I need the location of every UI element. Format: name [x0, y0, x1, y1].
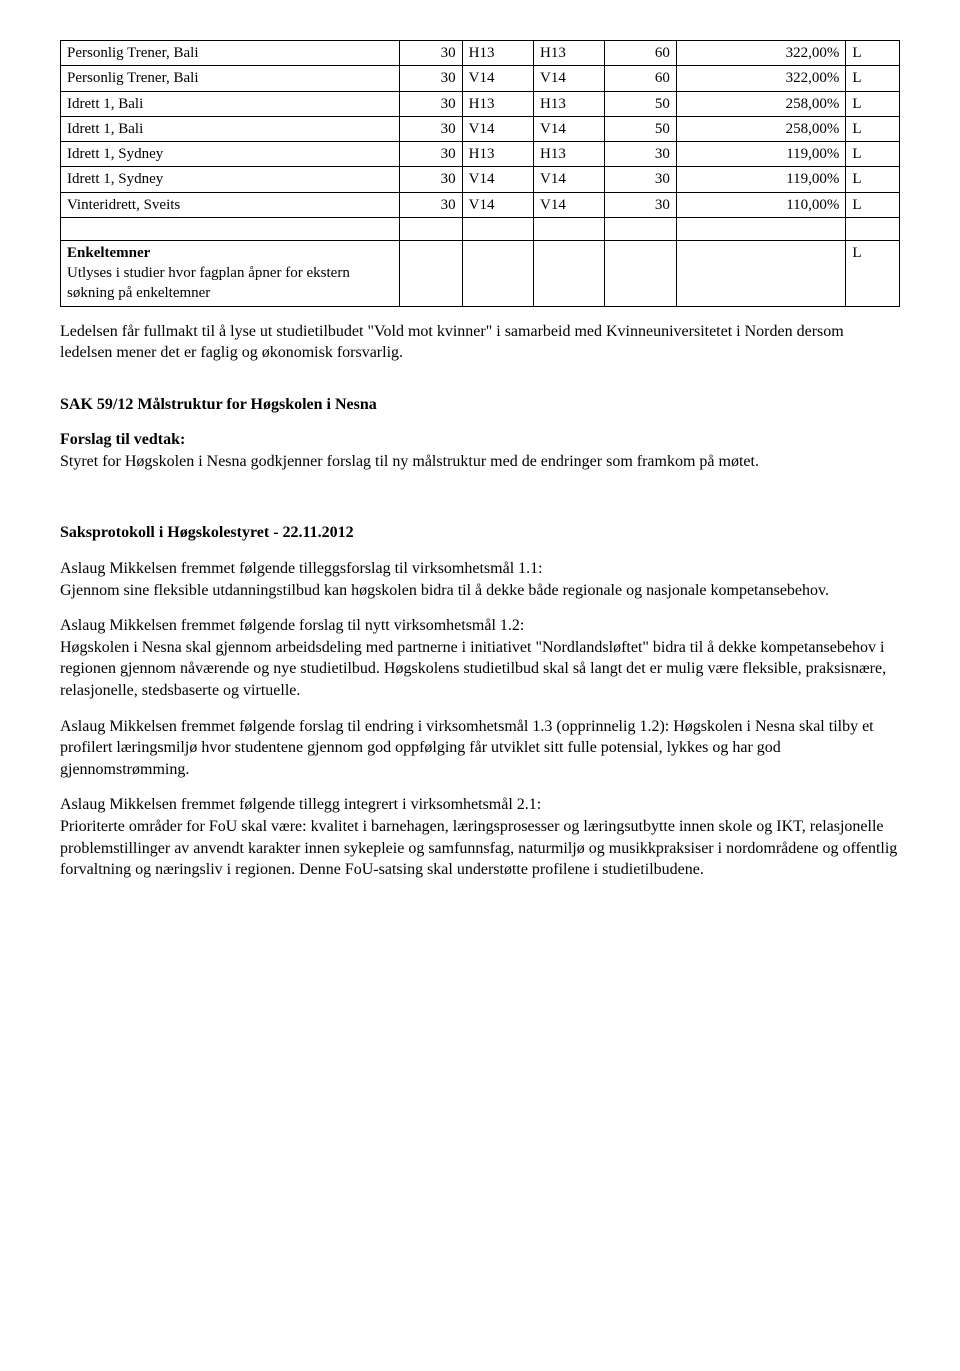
cell-num: 30 [400, 41, 462, 66]
table-row: Idrett 1, Bali 30 V14 V14 50 258,00% L [61, 116, 900, 141]
enkelt-flag: L [846, 240, 900, 306]
cell-cap: 30 [605, 167, 676, 192]
cell-sem2: V14 [534, 167, 605, 192]
cell-num: 30 [400, 142, 462, 167]
cell-sem1: V14 [462, 116, 533, 141]
cell-flag: L [846, 142, 900, 167]
table-row: Idrett 1, Sydney 30 V14 V14 30 119,00% L [61, 167, 900, 192]
table-row: Idrett 1, Sydney 30 H13 H13 30 119,00% L [61, 142, 900, 167]
cell-sem1: H13 [462, 142, 533, 167]
cell-num: 30 [400, 192, 462, 217]
table-row: Vinteridrett, Sveits 30 V14 V14 30 110,0… [61, 192, 900, 217]
cell-name: Idrett 1, Bali [61, 91, 400, 116]
cell-sem1: H13 [462, 41, 533, 66]
enkelt-sub1: Utlyses i studier hvor fagplan åpner for… [67, 263, 393, 283]
cell-pct: 258,00% [676, 91, 846, 116]
cell-num: 30 [400, 167, 462, 192]
cell-name: Vinteridrett, Sveits [61, 192, 400, 217]
paragraph-ledelsen: Ledelsen får fullmakt til å lyse ut stud… [60, 321, 900, 364]
cell-name: Idrett 1, Bali [61, 116, 400, 141]
protokoll-title: Saksprotokoll i Høgskolestyret - 22.11.2… [60, 522, 900, 544]
cell-flag: L [846, 91, 900, 116]
cell-cap: 50 [605, 116, 676, 141]
cell-sem2: V14 [534, 116, 605, 141]
study-table: Personlig Trener, Bali 30 H13 H13 60 322… [60, 40, 900, 307]
cell-sem1: V14 [462, 167, 533, 192]
table-row-enkeltemner: Enkeltemner Utlyses i studier hvor fagpl… [61, 240, 900, 306]
cell-pct: 322,00% [676, 41, 846, 66]
cell-cap: 60 [605, 41, 676, 66]
cell-sem2: V14 [534, 192, 605, 217]
cell-cap: 60 [605, 66, 676, 91]
cell-pct: 110,00% [676, 192, 846, 217]
cell-num: 30 [400, 66, 462, 91]
protokoll-p3: Aslaug Mikkelsen fremmet følgende forsla… [60, 716, 900, 781]
cell-cap: 30 [605, 142, 676, 167]
cell-sem1: V14 [462, 192, 533, 217]
cell-flag: L [846, 66, 900, 91]
table-row: Idrett 1, Bali 30 H13 H13 50 258,00% L [61, 91, 900, 116]
cell-pct: 119,00% [676, 167, 846, 192]
enkelt-title: Enkeltemner [67, 243, 393, 263]
cell-sem2: H13 [534, 91, 605, 116]
cell-pct: 322,00% [676, 66, 846, 91]
table-row: Personlig Trener, Bali 30 V14 V14 60 322… [61, 66, 900, 91]
protokoll-p4: Aslaug Mikkelsen fremmet følgende tilleg… [60, 794, 900, 880]
forslag-label: Forslag til vedtak: [60, 429, 900, 451]
cell-sem1: V14 [462, 66, 533, 91]
cell-cap: 50 [605, 91, 676, 116]
cell-sem2: H13 [534, 41, 605, 66]
cell-flag: L [846, 192, 900, 217]
cell-pct: 258,00% [676, 116, 846, 141]
protokoll-p1: Aslaug Mikkelsen fremmet følgende tilleg… [60, 558, 900, 601]
cell-num: 30 [400, 116, 462, 141]
cell-sem2: H13 [534, 142, 605, 167]
table-row: Personlig Trener, Bali 30 H13 H13 60 322… [61, 41, 900, 66]
cell-pct: 119,00% [676, 142, 846, 167]
cell-sem1: H13 [462, 91, 533, 116]
table-row-empty [61, 217, 900, 240]
cell-name: Idrett 1, Sydney [61, 167, 400, 192]
cell-cap: 30 [605, 192, 676, 217]
cell-name: Idrett 1, Sydney [61, 142, 400, 167]
cell-sem2: V14 [534, 66, 605, 91]
cell-num: 30 [400, 91, 462, 116]
forslag-text: Styret for Høgskolen i Nesna godkjenner … [60, 451, 900, 473]
cell-flag: L [846, 167, 900, 192]
cell-name: Personlig Trener, Bali [61, 66, 400, 91]
cell-name: Personlig Trener, Bali [61, 41, 400, 66]
cell-flag: L [846, 41, 900, 66]
cell-flag: L [846, 116, 900, 141]
protokoll-p2: Aslaug Mikkelsen fremmet følgende forsla… [60, 615, 900, 701]
sak59-title: SAK 59/12 Målstruktur for Høgskolen i Ne… [60, 394, 900, 416]
enkelt-sub2: søkning på enkeltemner [67, 283, 393, 303]
